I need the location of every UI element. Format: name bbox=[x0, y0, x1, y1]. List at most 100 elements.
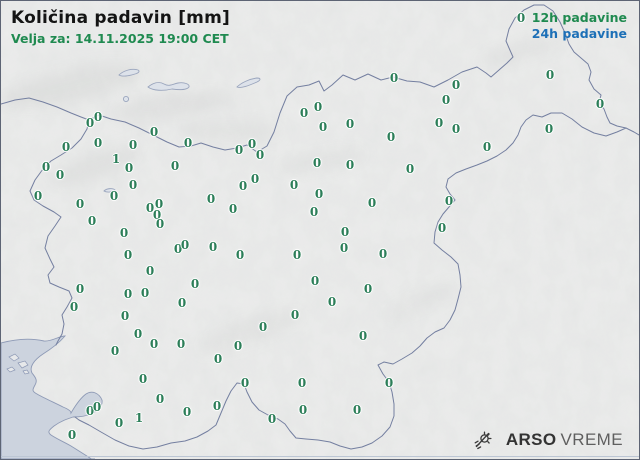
station-value: 0 bbox=[318, 120, 328, 134]
lake bbox=[236, 77, 261, 88]
station-value: 0 bbox=[247, 137, 257, 151]
station-value: 0 bbox=[378, 247, 388, 261]
station-value: 0 bbox=[345, 158, 355, 172]
station-value: 0 bbox=[228, 202, 238, 216]
station-value: 0 bbox=[384, 376, 394, 390]
station-value: 0 bbox=[258, 320, 268, 334]
station-value: 0 bbox=[238, 179, 248, 193]
legend-24h-link[interactable]: 24h padavine bbox=[531, 26, 627, 41]
station-value: 0 bbox=[352, 403, 362, 417]
country-border bbox=[29, 119, 90, 346]
station-value: 0 bbox=[170, 159, 180, 173]
station-value: 0 bbox=[123, 248, 133, 262]
station-value: 0 bbox=[152, 208, 162, 222]
station-value: 0 bbox=[327, 295, 337, 309]
station-value: 0 bbox=[292, 248, 302, 262]
station-value: 0 bbox=[298, 403, 308, 417]
station-value: 0 bbox=[437, 221, 447, 235]
station-value: 0 bbox=[69, 300, 79, 314]
station-value: 0 bbox=[289, 178, 299, 192]
station-value: 0 bbox=[250, 172, 260, 186]
station-value: 0 bbox=[213, 352, 223, 366]
station-value: 0 bbox=[176, 337, 186, 351]
station-value: 0 bbox=[109, 189, 119, 203]
station-value: 0 bbox=[310, 274, 320, 288]
station-value: 0 bbox=[75, 197, 85, 211]
station-value: 0 bbox=[312, 156, 322, 170]
station-value: 0 bbox=[434, 116, 444, 130]
station-value: 0 bbox=[441, 93, 451, 107]
lakes bbox=[103, 68, 261, 193]
station-value: 0 bbox=[61, 140, 71, 154]
station-value: 0 bbox=[345, 117, 355, 131]
station-value: 0 bbox=[212, 399, 222, 413]
station-value: 0 bbox=[389, 71, 399, 85]
station-value: 1 bbox=[111, 152, 121, 166]
legend-12h-link[interactable]: 12h padavine bbox=[531, 10, 627, 25]
station-value: 0 bbox=[149, 125, 159, 139]
adriatic-sea bbox=[1, 335, 103, 459]
station-value: 0 bbox=[339, 241, 349, 255]
station-value: 0 bbox=[545, 68, 555, 82]
station-value: 0 bbox=[290, 308, 300, 322]
brand-text: ARSO VREME bbox=[506, 430, 623, 450]
station-value: 0 bbox=[92, 400, 102, 414]
station-value: 0 bbox=[93, 110, 103, 124]
station-value: 0 bbox=[75, 282, 85, 296]
station-value: 0 bbox=[255, 148, 265, 162]
station-value: 0 bbox=[145, 264, 155, 278]
station-value: 0 bbox=[386, 130, 396, 144]
station-value: 0 bbox=[180, 238, 190, 252]
station-value: 0 bbox=[155, 217, 165, 231]
station-value: 0 bbox=[154, 197, 164, 211]
brand-arso: ARSO bbox=[505, 430, 557, 449]
weather-sun-icon bbox=[474, 431, 492, 450]
brand-vreme: VREME bbox=[560, 430, 623, 449]
station-value: 0 bbox=[128, 178, 138, 192]
station-value: 0 bbox=[149, 337, 159, 351]
station-value: 0 bbox=[93, 136, 103, 150]
station-value: 0 bbox=[358, 329, 368, 343]
station-value: 0 bbox=[367, 196, 377, 210]
station-value: 0 bbox=[55, 168, 65, 182]
station-value: 0 bbox=[85, 116, 95, 130]
lake bbox=[103, 188, 116, 193]
station-value: 0 bbox=[155, 392, 165, 406]
station-value: 0 bbox=[595, 97, 605, 111]
station-value: 0 bbox=[128, 138, 138, 152]
station-value: 0 bbox=[183, 136, 193, 150]
station-value: 0 bbox=[405, 162, 415, 176]
station-value: 0 bbox=[451, 78, 461, 92]
country-border bbox=[625, 127, 639, 136]
valid-datetime: Velja za: 14.11.2025 19:00 CET bbox=[11, 31, 229, 46]
station-value: 0 bbox=[206, 192, 216, 206]
station-value: 0 bbox=[235, 248, 245, 262]
station-value: 0 bbox=[145, 201, 155, 215]
station-value: 0 bbox=[313, 100, 323, 114]
station-value: 0 bbox=[33, 189, 43, 203]
station-value: 0 bbox=[309, 205, 319, 219]
station-value: 0 bbox=[85, 404, 95, 418]
station-value: 0 bbox=[140, 286, 150, 300]
lake bbox=[147, 82, 190, 91]
station-value: 0 bbox=[123, 287, 133, 301]
lake bbox=[118, 68, 140, 77]
port-structures bbox=[6, 353, 30, 375]
station-value: 0 bbox=[119, 226, 129, 240]
station-value: 0 bbox=[444, 194, 454, 208]
station-value: 0 bbox=[234, 143, 244, 157]
station-value: 0 bbox=[124, 161, 134, 175]
station-value: 1 bbox=[134, 411, 144, 425]
station-value: 0 bbox=[299, 106, 309, 120]
station-value: 0 bbox=[182, 405, 192, 419]
station-value: 0 bbox=[110, 344, 120, 358]
country-border bbox=[1, 97, 90, 121]
header: Količina padavin [mm] Velja za: 14.11.20… bbox=[11, 8, 230, 46]
station-value: 0 bbox=[208, 240, 218, 254]
station-value: 0 bbox=[67, 428, 77, 442]
station-value: 0 bbox=[133, 327, 143, 341]
